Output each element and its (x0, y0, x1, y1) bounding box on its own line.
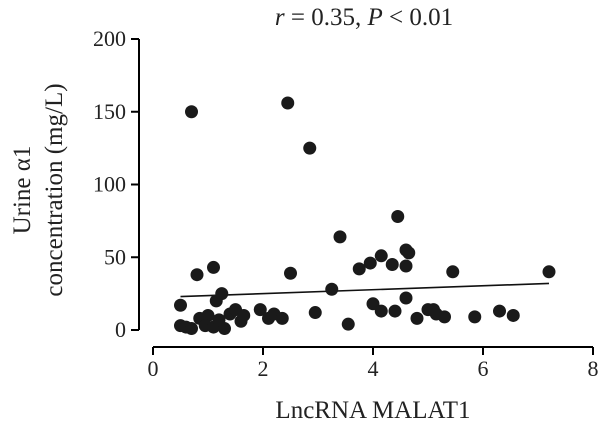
data-point (374, 249, 388, 263)
r-value: = 0.35, (285, 4, 368, 31)
x-tick-label: 8 (588, 356, 599, 381)
data-point (281, 96, 295, 110)
data-point (391, 210, 405, 224)
y-tick-label: 100 (93, 172, 126, 197)
data-point (284, 266, 297, 280)
data-point (399, 259, 413, 273)
data-point (218, 322, 231, 336)
data-point (438, 310, 451, 324)
r-symbol: r (275, 4, 285, 31)
data-point (402, 246, 416, 260)
trendline-group (180, 282, 550, 298)
data-point (374, 304, 388, 318)
regression-line (180, 282, 550, 298)
data-point (237, 308, 251, 322)
data-point (363, 256, 377, 270)
data-point (253, 303, 267, 317)
data-point (190, 268, 204, 282)
data-point (542, 265, 556, 279)
data-point (399, 291, 413, 305)
data-point (201, 308, 215, 322)
x-tick-label: 4 (368, 356, 379, 381)
y-axis-title-line2: concentration (mg/L) (41, 83, 68, 296)
correlation-annotation: r = 0.35, P < 0.01 (275, 4, 453, 31)
data-point (174, 298, 187, 312)
data-point (303, 141, 317, 155)
data-point (215, 287, 229, 301)
data-points (174, 96, 556, 336)
p-value: < 0.01 (383, 4, 453, 31)
data-point (185, 105, 198, 119)
data-point (341, 317, 355, 331)
data-point (275, 311, 289, 325)
x-tick-label: 0 (148, 356, 159, 381)
data-point (308, 306, 322, 320)
x-axis-title: LncRNA MALAT1 (275, 397, 470, 424)
axes (138, 39, 593, 348)
x-tick-label: 2 (258, 356, 269, 381)
y-tick-label: 150 (93, 99, 126, 124)
data-point (385, 258, 399, 272)
data-point (493, 304, 506, 318)
x-ticks: 0 2 4 6 8 (148, 347, 599, 381)
y-ticks: 0 50 100 150 200 (93, 26, 139, 342)
x-tick-label: 6 (478, 356, 489, 381)
data-point (388, 304, 402, 318)
y-tick-label: 200 (93, 26, 126, 51)
p-symbol: P (366, 4, 382, 31)
data-point (410, 311, 424, 325)
data-point (446, 265, 460, 279)
y-tick-label: 50 (104, 244, 126, 269)
data-point (325, 282, 339, 296)
data-point (207, 260, 220, 274)
y-axis-title-line1: Urine α1 (9, 146, 36, 235)
data-point (352, 262, 366, 276)
data-point (333, 230, 347, 244)
data-point (506, 308, 520, 322)
y-tick-label: 0 (115, 317, 126, 342)
data-point (185, 322, 198, 336)
data-point (468, 310, 482, 324)
